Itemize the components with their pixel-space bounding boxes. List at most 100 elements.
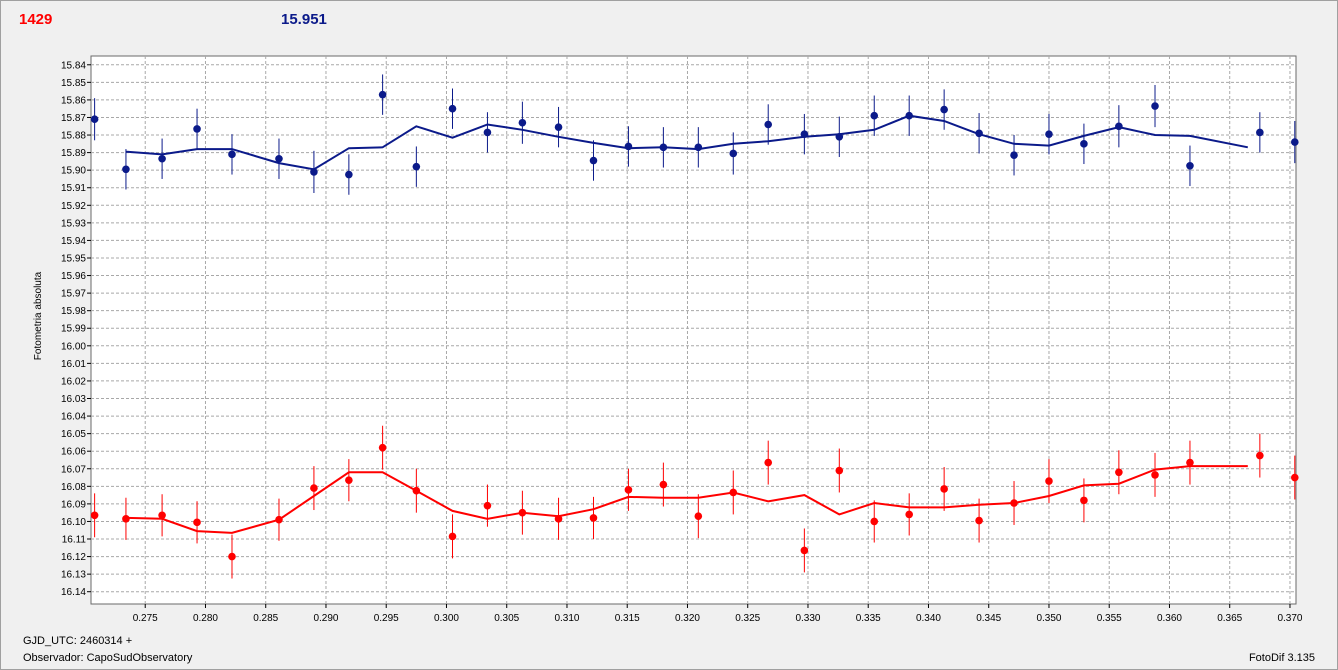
data-point bbox=[1290, 473, 1299, 482]
y-tick-label: 15.97 bbox=[61, 289, 86, 300]
data-point bbox=[412, 486, 421, 495]
data-point bbox=[228, 150, 236, 159]
y-tick-labels: 15.84 15.85 15.86 15.87 15.88 15.89 15.90 15.91… bbox=[61, 60, 86, 598]
y-tick-label: 16.12 bbox=[61, 552, 86, 563]
data-point bbox=[659, 143, 668, 152]
data-point bbox=[729, 488, 738, 497]
data-point bbox=[624, 486, 633, 494]
data-point bbox=[378, 90, 387, 99]
header-red-value: 1429 bbox=[19, 11, 53, 28]
header-blue-value: 15.951 bbox=[281, 11, 327, 28]
series-1 bbox=[90, 425, 1299, 579]
data-point bbox=[90, 511, 99, 520]
data-point bbox=[589, 156, 598, 165]
data-point bbox=[624, 142, 633, 151]
y-tick-label: 15.95 bbox=[61, 253, 86, 264]
data-point bbox=[1186, 458, 1194, 467]
x-tick-label: 0.345 bbox=[976, 613, 1001, 624]
x-tick-label: 0.290 bbox=[313, 613, 338, 624]
y-tick-label: 15.88 bbox=[61, 131, 86, 142]
y-tick-label: 16.03 bbox=[61, 394, 86, 405]
data-point bbox=[193, 518, 201, 527]
y-tick-label: 15.90 bbox=[61, 166, 86, 177]
data-point bbox=[905, 510, 913, 519]
data-point bbox=[554, 515, 563, 523]
data-point bbox=[1115, 468, 1123, 477]
data-point bbox=[694, 143, 703, 152]
data-point bbox=[122, 515, 130, 523]
plot-area bbox=[90, 55, 1297, 605]
data-point bbox=[764, 120, 773, 129]
observer-label: Observador: CapoSudObservatory bbox=[23, 652, 193, 664]
y-tick-label: 16.06 bbox=[61, 447, 86, 458]
y-tick-label: 15.85 bbox=[61, 78, 86, 89]
data-point bbox=[940, 105, 948, 114]
software-label: FotoDif 3.135 bbox=[1248, 652, 1315, 664]
data-point bbox=[483, 128, 492, 137]
data-point bbox=[694, 512, 703, 520]
data-point bbox=[554, 123, 563, 131]
data-point bbox=[310, 168, 318, 176]
x-tick-label: 0.370 bbox=[1277, 613, 1302, 624]
data-point bbox=[940, 485, 948, 493]
data-point bbox=[870, 517, 879, 526]
data-point bbox=[378, 443, 387, 452]
data-point bbox=[193, 125, 201, 133]
y-tick-label: 15.87 bbox=[61, 113, 86, 124]
y-tick-label: 15.86 bbox=[61, 95, 86, 106]
x-tick-label: 0.280 bbox=[193, 613, 218, 624]
y-tick-label: 16.02 bbox=[61, 376, 86, 387]
data-point bbox=[158, 154, 166, 163]
y-tick-label: 16.04 bbox=[61, 412, 86, 423]
y-tick-label: 16.08 bbox=[61, 482, 86, 493]
y-tick-label: 16.11 bbox=[62, 535, 87, 546]
data-point bbox=[1290, 138, 1299, 146]
y-tick-label: 15.92 bbox=[61, 201, 86, 212]
data-point bbox=[589, 514, 598, 522]
data-point bbox=[729, 149, 738, 158]
y-tick-label: 15.96 bbox=[61, 271, 86, 282]
data-point bbox=[345, 476, 353, 484]
x-tick-label: 0.355 bbox=[1097, 613, 1122, 624]
data-point bbox=[764, 458, 773, 467]
x-tick-label: 0.310 bbox=[554, 613, 579, 624]
data-point bbox=[870, 111, 879, 120]
data-point bbox=[1256, 451, 1264, 460]
data-point bbox=[1010, 151, 1018, 160]
y-tick-label: 15.94 bbox=[61, 236, 86, 247]
data-point bbox=[1151, 471, 1159, 479]
data-point bbox=[1045, 130, 1053, 138]
x-tick-label: 0.325 bbox=[735, 613, 760, 624]
y-tick-label: 15.99 bbox=[61, 324, 86, 335]
x-tick-label: 0.285 bbox=[253, 613, 278, 624]
data-point bbox=[1010, 499, 1018, 507]
y-tick-label: 15.93 bbox=[61, 218, 86, 229]
data-point bbox=[90, 115, 99, 124]
y-tick-label: 16.01 bbox=[61, 359, 86, 370]
data-point bbox=[835, 466, 844, 475]
series-layer bbox=[90, 74, 1299, 579]
x-tick-label: 0.335 bbox=[856, 613, 881, 624]
data-point bbox=[1186, 161, 1194, 170]
data-point bbox=[448, 532, 457, 541]
data-point bbox=[1045, 477, 1053, 485]
y-tick-label: 15.89 bbox=[61, 148, 86, 159]
grid-lines bbox=[87, 56, 1296, 608]
data-point bbox=[275, 515, 283, 524]
x-tick-label: 0.275 bbox=[133, 613, 158, 624]
x-tick-label: 0.305 bbox=[494, 613, 519, 624]
y-tick-label: 16.14 bbox=[61, 587, 86, 598]
y-tick-label: 16.09 bbox=[61, 499, 86, 510]
data-point bbox=[158, 511, 166, 520]
data-point bbox=[975, 516, 983, 525]
data-point bbox=[800, 130, 809, 138]
y-tick-label: 16.05 bbox=[61, 429, 86, 440]
x-tick-label: 0.350 bbox=[1036, 613, 1061, 624]
x-tick-label: 0.360 bbox=[1157, 613, 1182, 624]
trend-line bbox=[125, 465, 1248, 534]
series-0 bbox=[90, 74, 1299, 195]
x-tick-label: 0.295 bbox=[374, 613, 399, 624]
data-point bbox=[228, 552, 236, 561]
x-tick-label: 0.300 bbox=[434, 613, 459, 624]
